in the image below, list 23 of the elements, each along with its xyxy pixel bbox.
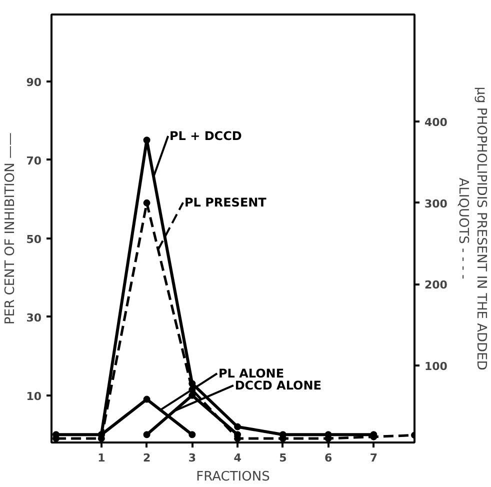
x-tick-label: 5 xyxy=(279,452,287,464)
y2-tick-label: 300 xyxy=(424,197,448,210)
y2-tick-label: 400 xyxy=(424,116,448,130)
y-tick-label: 10 xyxy=(26,390,42,403)
y-tick-label: 50 xyxy=(26,232,42,246)
y2-tick-label: 200 xyxy=(424,278,448,292)
text: PL PRESENT xyxy=(184,196,268,210)
x-tick-label: 6 xyxy=(324,452,332,464)
x-tick-label: 2 xyxy=(142,452,151,464)
x-tick-label: 4 xyxy=(234,452,242,464)
text: PL ALONE xyxy=(218,366,284,381)
x-tick-label: 7 xyxy=(370,452,378,464)
series-label: PL + DCCD xyxy=(169,129,242,144)
y-tick-label: 70 xyxy=(26,154,42,168)
text: DCCD ALONE xyxy=(234,378,322,392)
x-tick-label: 3 xyxy=(188,452,196,464)
y2-tick-label: 100 xyxy=(424,360,448,373)
y-tick-label: 30 xyxy=(26,311,42,324)
x-tick-label: 1 xyxy=(98,452,106,464)
y-tick-label: 90 xyxy=(26,76,42,89)
x-axis-title: FRACTIONS xyxy=(196,470,270,484)
y-axis-title: PER CENT OF INHIBITION —— xyxy=(3,132,18,324)
y2-axis-title: µg PHOPHOLIPIDIS PRESENT IN THE ADDED ALIQUOTS - - - - xyxy=(455,86,488,370)
